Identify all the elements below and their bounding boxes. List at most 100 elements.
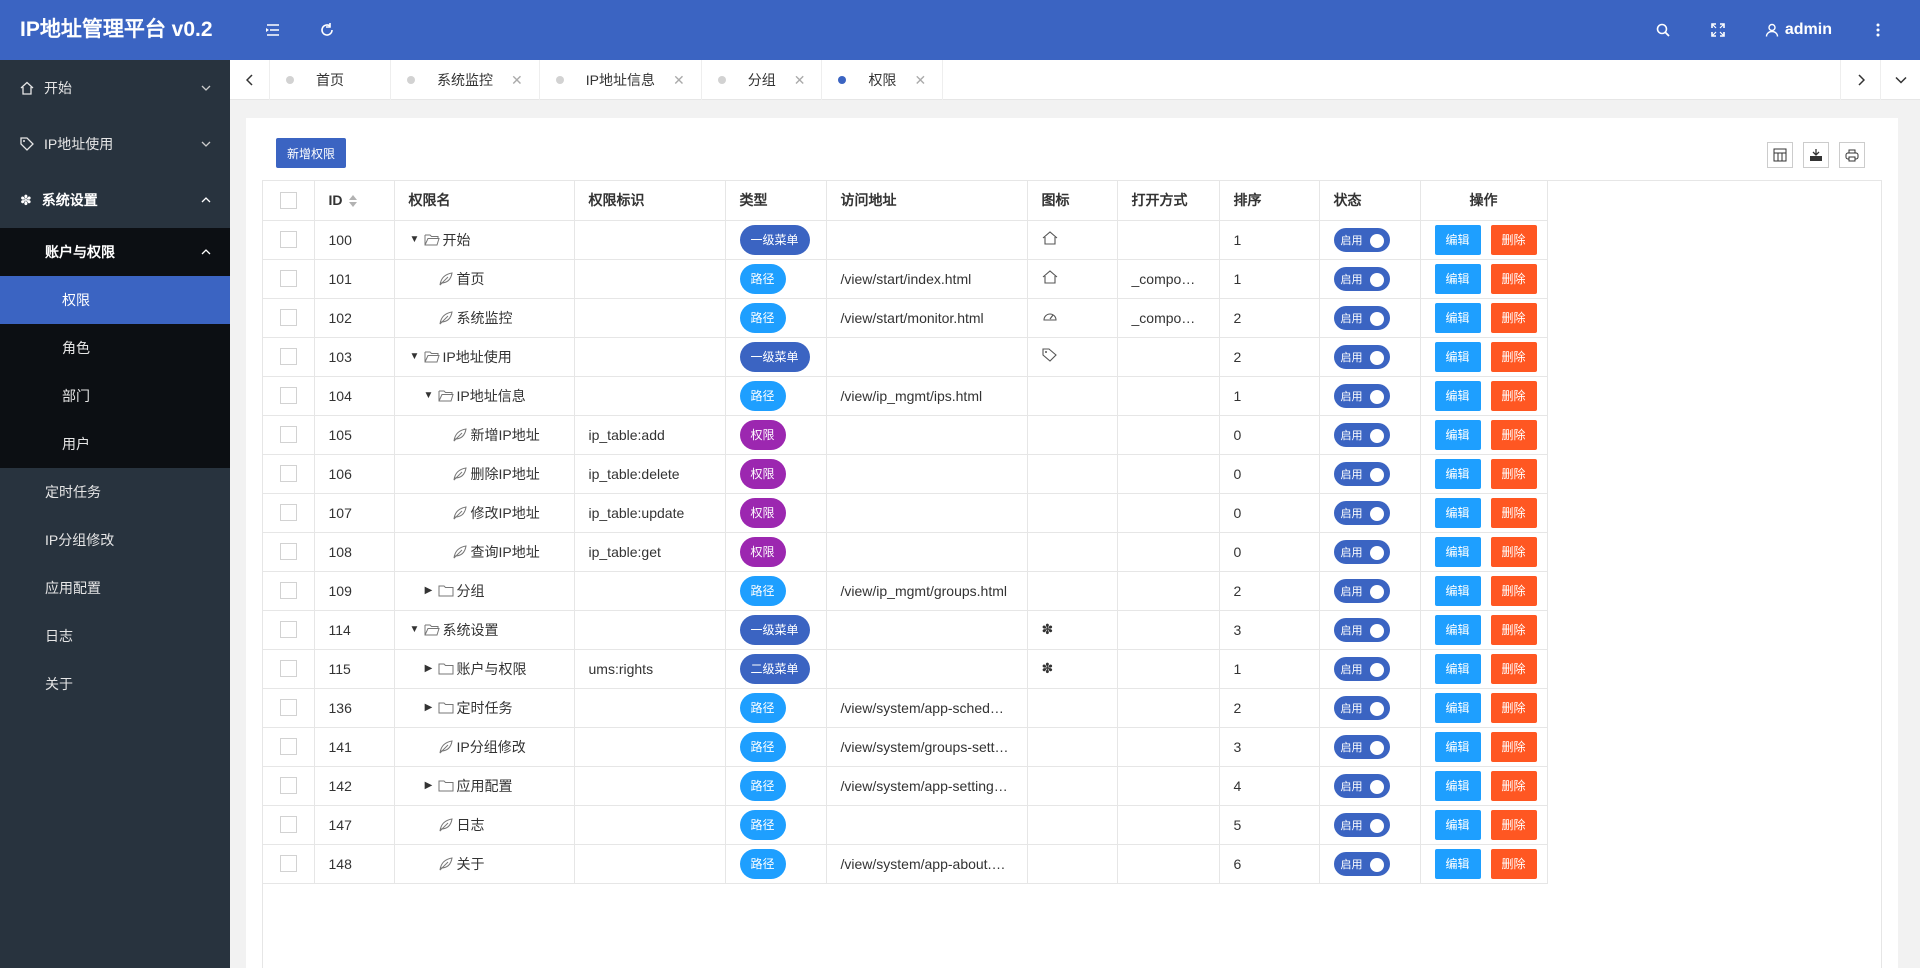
sidebar-item-rights[interactable]: 权限 — [0, 276, 230, 324]
tree-collapse-icon[interactable]: ▼ — [409, 351, 420, 362]
row-checkbox[interactable] — [263, 727, 315, 767]
column-filter-icon[interactable] — [1767, 142, 1793, 168]
sidebar-item-app-config[interactable]: 应用配置 — [0, 564, 230, 612]
status-toggle[interactable]: 启用 — [1333, 266, 1390, 291]
status-toggle[interactable]: 启用 — [1333, 773, 1390, 798]
row-checkbox[interactable] — [263, 376, 315, 416]
status-toggle[interactable]: 启用 — [1333, 461, 1390, 486]
delete-button[interactable]: 删除 — [1490, 263, 1537, 294]
edit-button[interactable]: 编辑 — [1434, 419, 1481, 450]
sidebar-item-ip-group[interactable]: IP分组修改 — [0, 516, 230, 564]
status-toggle[interactable]: 启用 — [1333, 851, 1390, 876]
tab-2[interactable]: IP地址信息 ✕ — [540, 60, 702, 100]
row-checkbox[interactable] — [263, 805, 315, 845]
edit-button[interactable]: 编辑 — [1434, 692, 1481, 723]
delete-button[interactable]: 删除 — [1490, 575, 1537, 606]
delete-button[interactable]: 删除 — [1490, 302, 1537, 333]
edit-button[interactable]: 编辑 — [1434, 497, 1481, 528]
sidebar-item-settings[interactable]: ✽ 系统设置 — [0, 172, 230, 228]
status-toggle[interactable]: 启用 — [1333, 695, 1390, 720]
row-checkbox[interactable] — [263, 532, 315, 572]
status-toggle[interactable]: 启用 — [1333, 422, 1390, 447]
row-checkbox[interactable] — [263, 454, 315, 494]
edit-button[interactable]: 编辑 — [1434, 809, 1481, 840]
status-toggle[interactable]: 启用 — [1333, 539, 1390, 564]
tree-collapse-icon[interactable]: ▼ — [409, 234, 420, 245]
delete-button[interactable]: 删除 — [1490, 224, 1537, 255]
close-icon[interactable]: ✕ — [511, 71, 523, 88]
sidebar-item-log[interactable]: 日志 — [0, 612, 230, 660]
sidebar-item-ip-usage[interactable]: IP地址使用 — [0, 116, 230, 172]
close-icon[interactable]: ✕ — [793, 71, 806, 88]
tree-expand-icon[interactable]: ▶ — [424, 585, 433, 596]
edit-button[interactable]: 编辑 — [1434, 302, 1481, 333]
edit-button[interactable]: 编辑 — [1434, 731, 1481, 762]
delete-button[interactable]: 删除 — [1490, 380, 1537, 411]
tree-collapse-icon[interactable]: ▼ — [423, 390, 434, 401]
edit-button[interactable]: 编辑 — [1434, 536, 1481, 567]
row-checkbox[interactable] — [263, 220, 315, 260]
print-icon[interactable] — [1839, 142, 1865, 168]
edit-button[interactable]: 编辑 — [1434, 614, 1481, 645]
tab-3[interactable]: 分组 ✕ — [702, 60, 823, 100]
menu-toggle-icon[interactable] — [261, 18, 285, 42]
refresh-icon[interactable] — [315, 18, 339, 42]
delete-button[interactable]: 删除 — [1490, 653, 1537, 684]
close-icon[interactable]: ✕ — [672, 71, 685, 88]
delete-button[interactable]: 删除 — [1490, 731, 1537, 762]
edit-button[interactable]: 编辑 — [1434, 653, 1481, 684]
status-toggle[interactable]: 启用 — [1333, 734, 1390, 759]
tab-1[interactable]: 系统监控 ✕ — [391, 60, 540, 100]
sidebar-item-roles[interactable]: 角色 — [0, 324, 230, 372]
tree-expand-icon[interactable]: ▶ — [424, 780, 433, 791]
edit-button[interactable]: 编辑 — [1434, 458, 1481, 489]
row-checkbox[interactable] — [263, 688, 315, 728]
status-toggle[interactable]: 启用 — [1333, 578, 1390, 603]
tree-collapse-icon[interactable]: ▼ — [409, 624, 420, 635]
status-toggle[interactable]: 启用 — [1333, 500, 1390, 525]
delete-button[interactable]: 删除 — [1490, 770, 1537, 801]
status-toggle[interactable]: 启用 — [1333, 305, 1390, 330]
row-checkbox[interactable] — [263, 649, 315, 689]
sidebar-item-scheduled[interactable]: 定时任务 — [0, 468, 230, 516]
status-toggle[interactable]: 启用 — [1333, 812, 1390, 837]
delete-button[interactable]: 删除 — [1490, 419, 1537, 450]
more-icon[interactable] — [1866, 18, 1890, 42]
edit-button[interactable]: 编辑 — [1434, 575, 1481, 606]
row-checkbox[interactable] — [263, 571, 315, 611]
delete-button[interactable]: 删除 — [1490, 692, 1537, 723]
edit-button[interactable]: 编辑 — [1434, 770, 1481, 801]
edit-button[interactable]: 编辑 — [1434, 224, 1481, 255]
fullscreen-icon[interactable] — [1706, 18, 1730, 42]
sort-icon[interactable] — [348, 194, 357, 208]
add-permission-button[interactable]: 新增权限 — [276, 138, 346, 168]
close-icon[interactable]: ✕ — [914, 71, 927, 88]
tree-expand-icon[interactable]: ▶ — [424, 663, 433, 674]
status-toggle[interactable]: 启用 — [1333, 383, 1390, 408]
delete-button[interactable]: 删除 — [1490, 536, 1537, 567]
search-icon[interactable] — [1651, 18, 1675, 42]
sidebar-item-about[interactable]: 关于 — [0, 660, 230, 708]
delete-button[interactable]: 删除 — [1490, 809, 1537, 840]
tab-scroll-right-icon[interactable] — [1840, 60, 1880, 100]
row-checkbox[interactable] — [263, 337, 315, 377]
status-toggle[interactable]: 启用 — [1333, 656, 1390, 681]
tab-scroll-left-icon[interactable] — [230, 60, 270, 100]
tree-expand-icon[interactable]: ▶ — [424, 702, 433, 713]
status-toggle[interactable]: 启用 — [1333, 617, 1390, 642]
row-checkbox[interactable] — [263, 415, 315, 455]
user-menu[interactable]: admin — [1765, 0, 1832, 60]
sidebar-item-users[interactable]: 用户 — [0, 420, 230, 468]
tab-0[interactable]: 首页 — [270, 60, 391, 100]
delete-button[interactable]: 删除 — [1490, 848, 1537, 879]
edit-button[interactable]: 编辑 — [1434, 380, 1481, 411]
tab-menu-chevron-down-icon[interactable] — [1880, 60, 1920, 100]
tab-4[interactable]: 权限 ✕ — [822, 60, 944, 100]
delete-button[interactable]: 删除 — [1490, 497, 1537, 528]
delete-button[interactable]: 删除 — [1490, 614, 1537, 645]
row-checkbox[interactable] — [263, 493, 315, 533]
row-checkbox[interactable] — [263, 766, 315, 806]
status-toggle[interactable]: 启用 — [1333, 227, 1390, 252]
status-toggle[interactable]: 启用 — [1333, 344, 1390, 369]
edit-button[interactable]: 编辑 — [1434, 848, 1481, 879]
